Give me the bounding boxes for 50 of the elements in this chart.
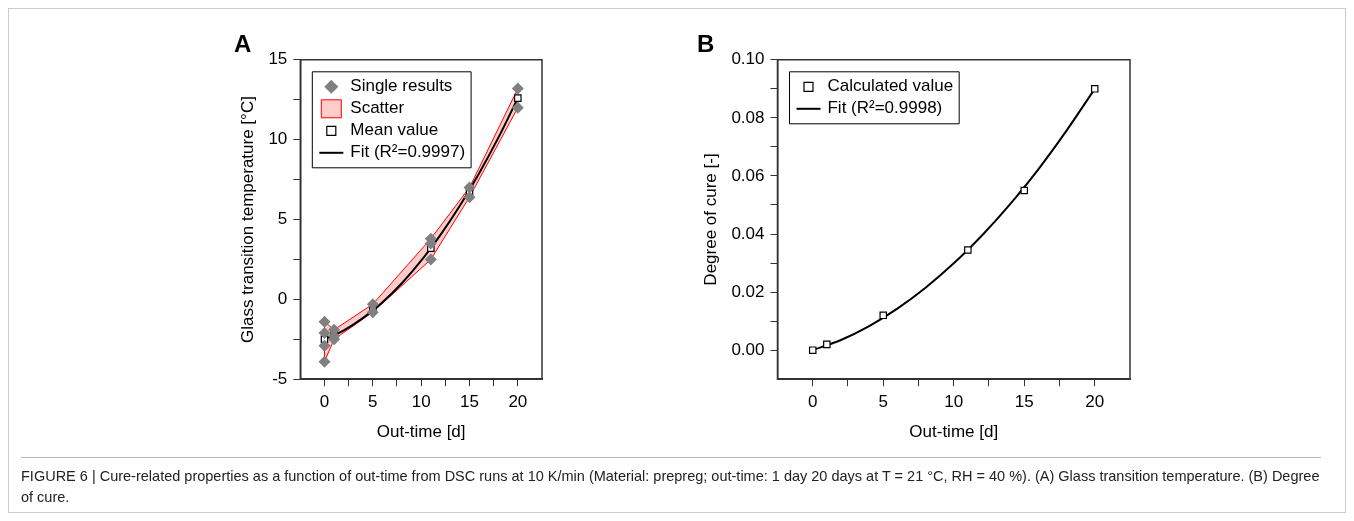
point: [511, 101, 524, 114]
point: [514, 94, 522, 102]
y-tick-label: 0.10: [731, 49, 765, 69]
point: [463, 191, 476, 204]
x-tick-label: 20: [508, 392, 528, 412]
y-tick-label: 5: [277, 209, 288, 229]
caption: FIGURE 6 | Cure-related properties as a function of out-time from DSC runs at 10 K/min (Material: prepreg; out-time: 1 day 20 days at T = 21 °C, RH = 40 %). (A) Glass transition temperature. (B) Degree of cure.: [21, 467, 1321, 507]
x-tick-label: 5: [878, 392, 888, 412]
chart-title: A: [234, 30, 252, 58]
y-tick-label: 10: [268, 129, 288, 149]
point: [318, 315, 331, 328]
legend-label: Fit (R²=0.9997): [350, 142, 466, 162]
point: [463, 181, 476, 194]
legend-label: Single results: [350, 76, 453, 96]
y-tick-label: 0.04: [731, 223, 765, 243]
point: [1020, 186, 1029, 195]
point: [318, 326, 331, 339]
point: [511, 82, 524, 95]
chart-title: B: [697, 30, 715, 58]
y-axis-title: Glass transition temperature [°C]: [237, 96, 257, 343]
y-tick-label: 0: [277, 289, 288, 309]
y-axis-title: Degree of cure [-]: [700, 153, 720, 286]
x-tick-label: 15: [460, 392, 479, 412]
x-tick-label: 5: [368, 392, 378, 412]
x-tick-label: 15: [1014, 392, 1034, 412]
y-tick-label: -5: [272, 368, 288, 388]
x-tick-label: 10: [944, 392, 964, 412]
legend-label: Fit (R²=0.9998): [827, 98, 943, 118]
point: [1090, 85, 1099, 93]
y-tick-label: 0.00: [731, 339, 765, 359]
x-tick-label: 10: [411, 392, 431, 412]
point: [424, 253, 437, 266]
y-tick-label: 0.02: [731, 281, 765, 301]
point: [964, 246, 972, 254]
point: [879, 311, 888, 320]
legend-label: Scatter: [350, 98, 405, 118]
point: [318, 339, 331, 352]
legend-label: Calculated value: [827, 76, 954, 96]
x-axis-title: Out-time [d]: [376, 422, 466, 442]
point: [823, 340, 831, 349]
x-tick-label: 0: [808, 392, 818, 412]
point: [318, 355, 331, 368]
legend-label: Mean value: [350, 120, 439, 140]
y-tick-label: 15: [268, 49, 288, 69]
x-axis-title: Out-time [d]: [909, 422, 999, 442]
x-tick-label: 0: [319, 392, 330, 412]
point: [808, 346, 817, 354]
x-tick-label: 20: [1085, 392, 1105, 412]
y-tick-label: 0.06: [731, 165, 765, 185]
y-tick-label: 0.08: [731, 107, 765, 127]
